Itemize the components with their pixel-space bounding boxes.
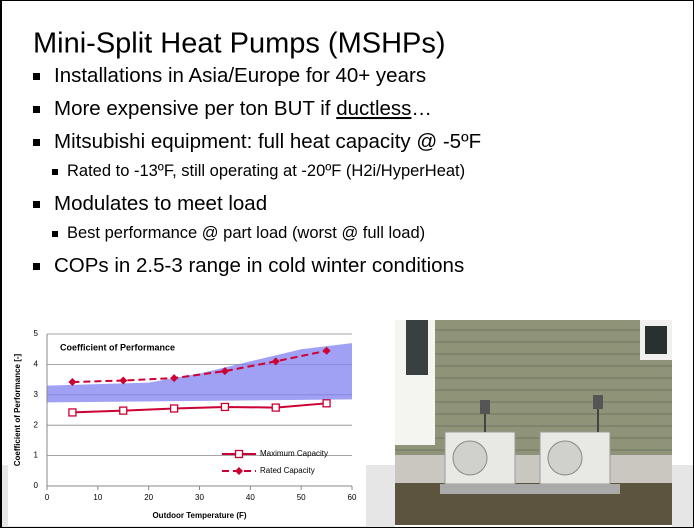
x-tick-label: 40 — [246, 493, 255, 502]
marker — [220, 367, 229, 376]
legend-marker — [235, 467, 243, 475]
bullet-text: Rated to -13ºF, still operating at -20ºF… — [67, 162, 465, 180]
y-tick-label: 3 — [34, 390, 39, 399]
x-tick-label: 50 — [297, 493, 306, 502]
marker — [68, 378, 77, 387]
y-axis-label: Coefficient of Performance [-] — [13, 353, 22, 466]
series-line — [72, 402, 327, 414]
y-tick-label: 1 — [34, 451, 39, 460]
marker — [271, 403, 280, 412]
bullet-text: Best performance @ part load (worst @ fu… — [67, 224, 425, 242]
x-axis-label: Outdoor Temperature (F) — [152, 511, 246, 520]
bullet-text-part: ductless — [336, 97, 411, 120]
marker — [170, 374, 179, 383]
x-tick-label: 10 — [93, 493, 102, 502]
marker — [322, 346, 331, 355]
bullet-text-part: COPs in 2.5-3 range in cold winter condi… — [54, 254, 464, 277]
bullet-text-part: More expensive per ton BUT if — [54, 97, 336, 120]
x-tick-label: 0 — [45, 493, 50, 502]
bullet-text-part: Rated to -13ºF, still operating at -20ºF… — [67, 162, 465, 180]
bullet-text-part: Best performance @ part load (worst @ fu… — [67, 224, 425, 242]
bullet-text-part: Modulates to meet load — [54, 192, 267, 215]
marker — [322, 399, 331, 408]
bullet-text: Installations in Asia/Europe for 40+ yea… — [54, 64, 426, 87]
slide-title: Mini-Split Heat Pumps (MSHPs) — [33, 28, 446, 60]
bullets: Installations in Asia/Europe for 40+ yea… — [33, 64, 481, 277]
marker — [119, 376, 128, 385]
y-tick-label: 4 — [34, 360, 39, 369]
x-tick-label: 60 — [348, 493, 357, 502]
marker — [220, 402, 230, 412]
photo — [395, 320, 672, 525]
chart-title: Coefficient of Performance — [60, 342, 175, 352]
marker — [68, 408, 77, 417]
bullet-marker — [33, 263, 40, 270]
bullet-text: Mitsubishi equipment: full heat capacity… — [54, 130, 481, 153]
marker — [169, 404, 179, 413]
x-tick-label: 20 — [144, 493, 153, 502]
legend-marker — [234, 449, 244, 459]
bullet-text: Modulates to meet load — [54, 192, 267, 215]
marker — [271, 357, 280, 366]
y-tick-label: 5 — [34, 329, 39, 338]
legend-label: Maximum Capacity — [260, 449, 328, 458]
bullet-text: More expensive per ton BUT if ductless… — [54, 97, 432, 120]
bullet-text-part: Mitsubishi equipment: full heat capacity… — [54, 130, 481, 153]
bullet-marker — [33, 201, 40, 208]
x-tick-label: 30 — [195, 493, 204, 502]
bullet-text: COPs in 2.5-3 range in cold winter condi… — [54, 254, 464, 277]
legend-label: Rated Capacity — [260, 466, 315, 475]
footer-band — [672, 465, 694, 528]
bullet-marker — [33, 139, 40, 146]
bullet-text-part: Installations in Asia/Europe for 40+ yea… — [54, 64, 426, 87]
bullet-text-part: … — [411, 97, 432, 120]
series-line — [72, 349, 327, 384]
border-left — [0, 0, 2, 528]
marker — [119, 406, 128, 415]
bullet-marker — [52, 231, 58, 237]
y-tick-label: 2 — [34, 420, 39, 429]
bullet-marker — [33, 106, 40, 113]
y-tick-label: 0 — [34, 481, 39, 490]
bullet-marker — [33, 73, 40, 80]
bullet-marker — [52, 169, 58, 175]
